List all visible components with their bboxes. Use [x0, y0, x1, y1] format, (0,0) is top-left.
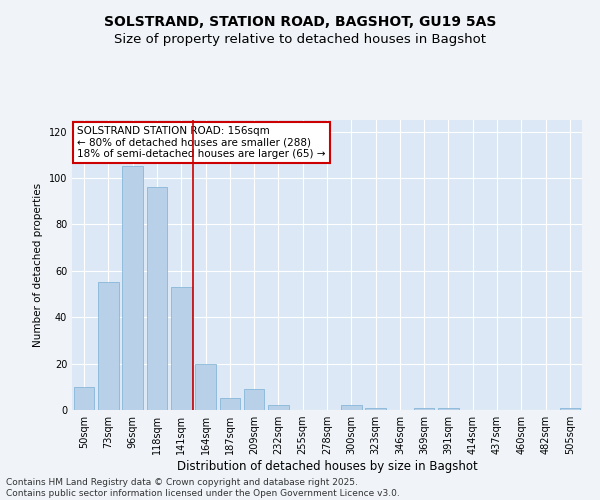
Bar [560, 408, 580, 410]
Bar [438, 408, 459, 410]
Bar [244, 389, 265, 410]
Bar [341, 406, 362, 410]
Bar [74, 387, 94, 410]
Bar [365, 408, 386, 410]
Text: Size of property relative to detached houses in Bagshot: Size of property relative to detached ho… [114, 32, 486, 46]
Bar [195, 364, 216, 410]
Text: SOLSTRAND STATION ROAD: 156sqm
← 80% of detached houses are smaller (288)
18% of: SOLSTRAND STATION ROAD: 156sqm ← 80% of … [77, 126, 326, 159]
Bar [122, 166, 143, 410]
Bar [146, 188, 167, 410]
Bar [171, 287, 191, 410]
Y-axis label: Number of detached properties: Number of detached properties [33, 183, 43, 347]
Text: Contains HM Land Registry data © Crown copyright and database right 2025.
Contai: Contains HM Land Registry data © Crown c… [6, 478, 400, 498]
X-axis label: Distribution of detached houses by size in Bagshot: Distribution of detached houses by size … [176, 460, 478, 473]
Bar [414, 408, 434, 410]
Text: SOLSTRAND, STATION ROAD, BAGSHOT, GU19 5AS: SOLSTRAND, STATION ROAD, BAGSHOT, GU19 5… [104, 15, 496, 29]
Bar [268, 406, 289, 410]
Bar [220, 398, 240, 410]
Bar [98, 282, 119, 410]
